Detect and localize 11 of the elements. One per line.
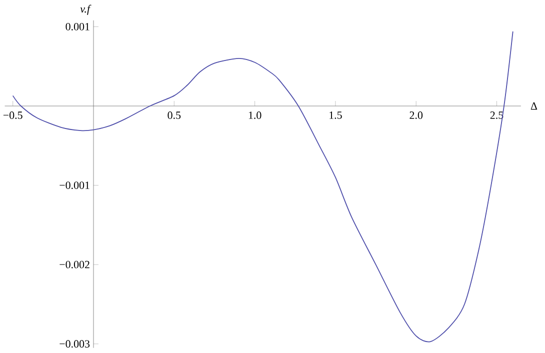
x-tick-label: −0.5 (3, 112, 22, 119)
y-tick-label: −0.001 (60, 182, 90, 190)
y-tick-label: −0.003 (60, 340, 90, 348)
x-axis-title: Δ (530, 102, 538, 110)
y-tick-label: −0.002 (60, 260, 90, 268)
x-tick-label: 1.5 (330, 112, 342, 119)
x-tick-label: 0.5 (168, 112, 181, 119)
y-axis-title: v.f (80, 4, 92, 15)
x-tick-label: 1.0 (248, 112, 262, 119)
y-tick-label: 0.001 (66, 22, 90, 30)
x-tick-label: 2.0 (410, 112, 423, 119)
